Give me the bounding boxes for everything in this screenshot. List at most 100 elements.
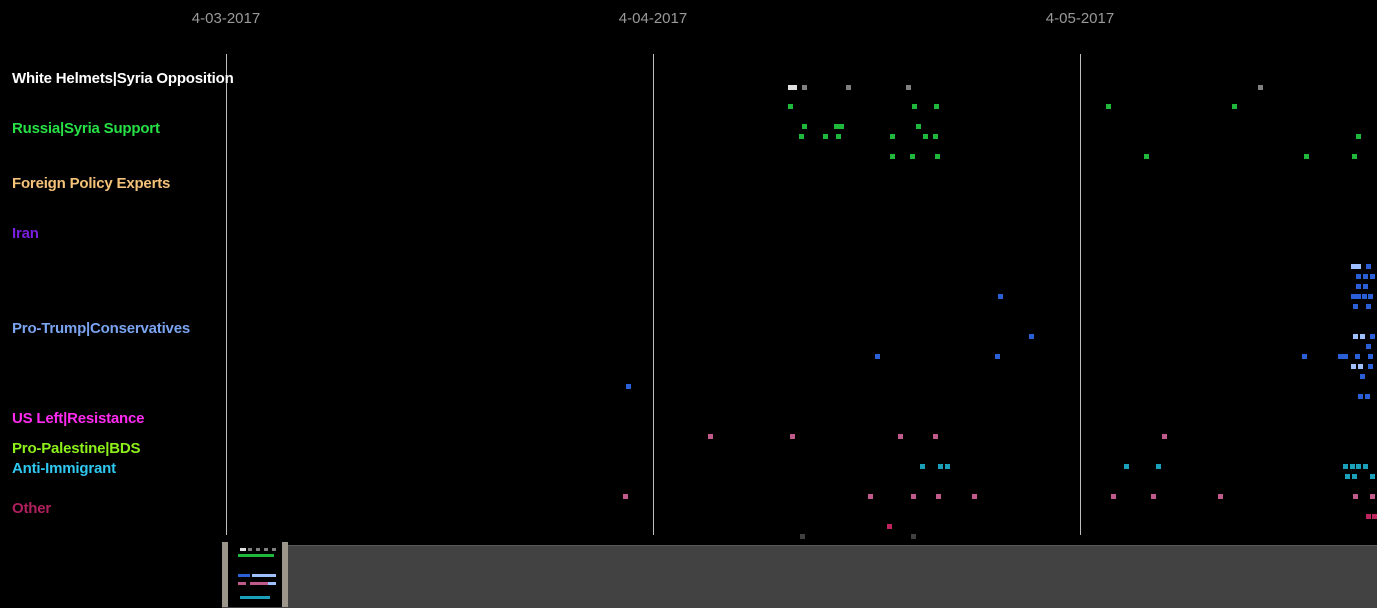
- event-point[interactable]: [933, 134, 938, 139]
- event-point[interactable]: [1366, 344, 1371, 349]
- event-point[interactable]: [933, 434, 938, 439]
- event-point[interactable]: [1362, 294, 1367, 299]
- event-point[interactable]: [945, 464, 950, 469]
- event-point[interactable]: [1358, 364, 1363, 369]
- event-point[interactable]: [788, 85, 793, 90]
- event-point[interactable]: [1345, 474, 1350, 479]
- event-point[interactable]: [1156, 464, 1161, 469]
- event-point[interactable]: [1232, 104, 1237, 109]
- event-point[interactable]: [920, 464, 925, 469]
- event-point[interactable]: [1356, 264, 1361, 269]
- group-label-other[interactable]: Other: [12, 500, 52, 517]
- timeline-scrubber-window[interactable]: [222, 542, 288, 607]
- event-point[interactable]: [788, 104, 793, 109]
- event-point[interactable]: [912, 104, 917, 109]
- event-point[interactable]: [1353, 334, 1358, 339]
- event-point[interactable]: [1151, 494, 1156, 499]
- event-point[interactable]: [802, 124, 807, 129]
- event-point[interactable]: [1356, 134, 1361, 139]
- event-point[interactable]: [1366, 304, 1371, 309]
- event-point[interactable]: [1368, 294, 1373, 299]
- event-point[interactable]: [1029, 334, 1034, 339]
- event-point[interactable]: [1351, 264, 1356, 269]
- event-point[interactable]: [1365, 394, 1370, 399]
- event-point[interactable]: [995, 354, 1000, 359]
- event-point[interactable]: [890, 134, 895, 139]
- event-point[interactable]: [792, 85, 797, 90]
- event-point[interactable]: [972, 494, 977, 499]
- event-point[interactable]: [1144, 154, 1149, 159]
- group-label-us-left[interactable]: US Left|Resistance: [12, 410, 145, 427]
- event-point[interactable]: [938, 464, 943, 469]
- event-point[interactable]: [898, 434, 903, 439]
- event-point[interactable]: [875, 354, 880, 359]
- event-point[interactable]: [1258, 85, 1263, 90]
- event-point[interactable]: [1218, 494, 1223, 499]
- event-point[interactable]: [800, 534, 805, 539]
- event-point[interactable]: [708, 434, 713, 439]
- event-point[interactable]: [911, 534, 916, 539]
- event-point[interactable]: [1106, 104, 1111, 109]
- event-point[interactable]: [923, 134, 928, 139]
- event-point[interactable]: [890, 154, 895, 159]
- event-point[interactable]: [906, 85, 911, 90]
- group-label-pro-trump[interactable]: Pro-Trump|Conservatives: [12, 320, 190, 337]
- event-point[interactable]: [935, 154, 940, 159]
- event-point[interactable]: [1304, 154, 1309, 159]
- event-point[interactable]: [823, 134, 828, 139]
- event-point[interactable]: [623, 494, 628, 499]
- event-point[interactable]: [1356, 284, 1361, 289]
- group-label-pro-palestine[interactable]: Pro-Palestine|BDS: [12, 440, 141, 457]
- event-point[interactable]: [799, 134, 804, 139]
- event-point[interactable]: [1370, 494, 1375, 499]
- event-point[interactable]: [1356, 294, 1361, 299]
- event-point[interactable]: [1343, 354, 1348, 359]
- event-point[interactable]: [802, 85, 807, 90]
- group-label-iran[interactable]: Iran: [12, 225, 39, 242]
- event-point[interactable]: [1162, 434, 1167, 439]
- event-point[interactable]: [1360, 334, 1365, 339]
- event-point[interactable]: [1355, 354, 1360, 359]
- event-point[interactable]: [1124, 464, 1129, 469]
- event-point[interactable]: [1366, 264, 1371, 269]
- event-point[interactable]: [1356, 464, 1361, 469]
- event-point[interactable]: [1352, 474, 1357, 479]
- event-point[interactable]: [839, 124, 844, 129]
- event-point[interactable]: [1372, 514, 1377, 519]
- group-label-white-helmets[interactable]: White Helmets|Syria Opposition: [12, 70, 234, 87]
- event-point[interactable]: [1368, 364, 1373, 369]
- event-point[interactable]: [911, 494, 916, 499]
- event-point[interactable]: [1370, 334, 1375, 339]
- event-point[interactable]: [998, 294, 1003, 299]
- event-point[interactable]: [626, 384, 631, 389]
- event-point[interactable]: [1370, 274, 1375, 279]
- event-point[interactable]: [1353, 494, 1358, 499]
- event-point[interactable]: [916, 124, 921, 129]
- event-point[interactable]: [1358, 394, 1363, 399]
- group-label-russia[interactable]: Russia|Syria Support: [12, 120, 160, 137]
- event-point[interactable]: [1350, 464, 1355, 469]
- event-point[interactable]: [1363, 274, 1368, 279]
- event-point[interactable]: [934, 104, 939, 109]
- event-point[interactable]: [1370, 474, 1375, 479]
- timeline-scrubber-track[interactable]: [222, 545, 1377, 608]
- event-point[interactable]: [836, 134, 841, 139]
- event-point[interactable]: [790, 434, 795, 439]
- event-point[interactable]: [1302, 354, 1307, 359]
- event-point[interactable]: [936, 494, 941, 499]
- event-point[interactable]: [1351, 364, 1356, 369]
- event-point[interactable]: [1363, 284, 1368, 289]
- event-point[interactable]: [1351, 294, 1356, 299]
- event-point[interactable]: [1343, 464, 1348, 469]
- event-point[interactable]: [1352, 154, 1357, 159]
- group-label-foreign-policy[interactable]: Foreign Policy Experts: [12, 175, 171, 192]
- event-point[interactable]: [887, 524, 892, 529]
- event-point[interactable]: [846, 85, 851, 90]
- event-point[interactable]: [1366, 514, 1371, 519]
- event-point[interactable]: [910, 154, 915, 159]
- group-label-anti-immigrant[interactable]: Anti-Immigrant: [12, 460, 116, 477]
- event-point[interactable]: [1356, 274, 1361, 279]
- event-point[interactable]: [1363, 464, 1368, 469]
- event-point[interactable]: [868, 494, 873, 499]
- event-point[interactable]: [1353, 304, 1358, 309]
